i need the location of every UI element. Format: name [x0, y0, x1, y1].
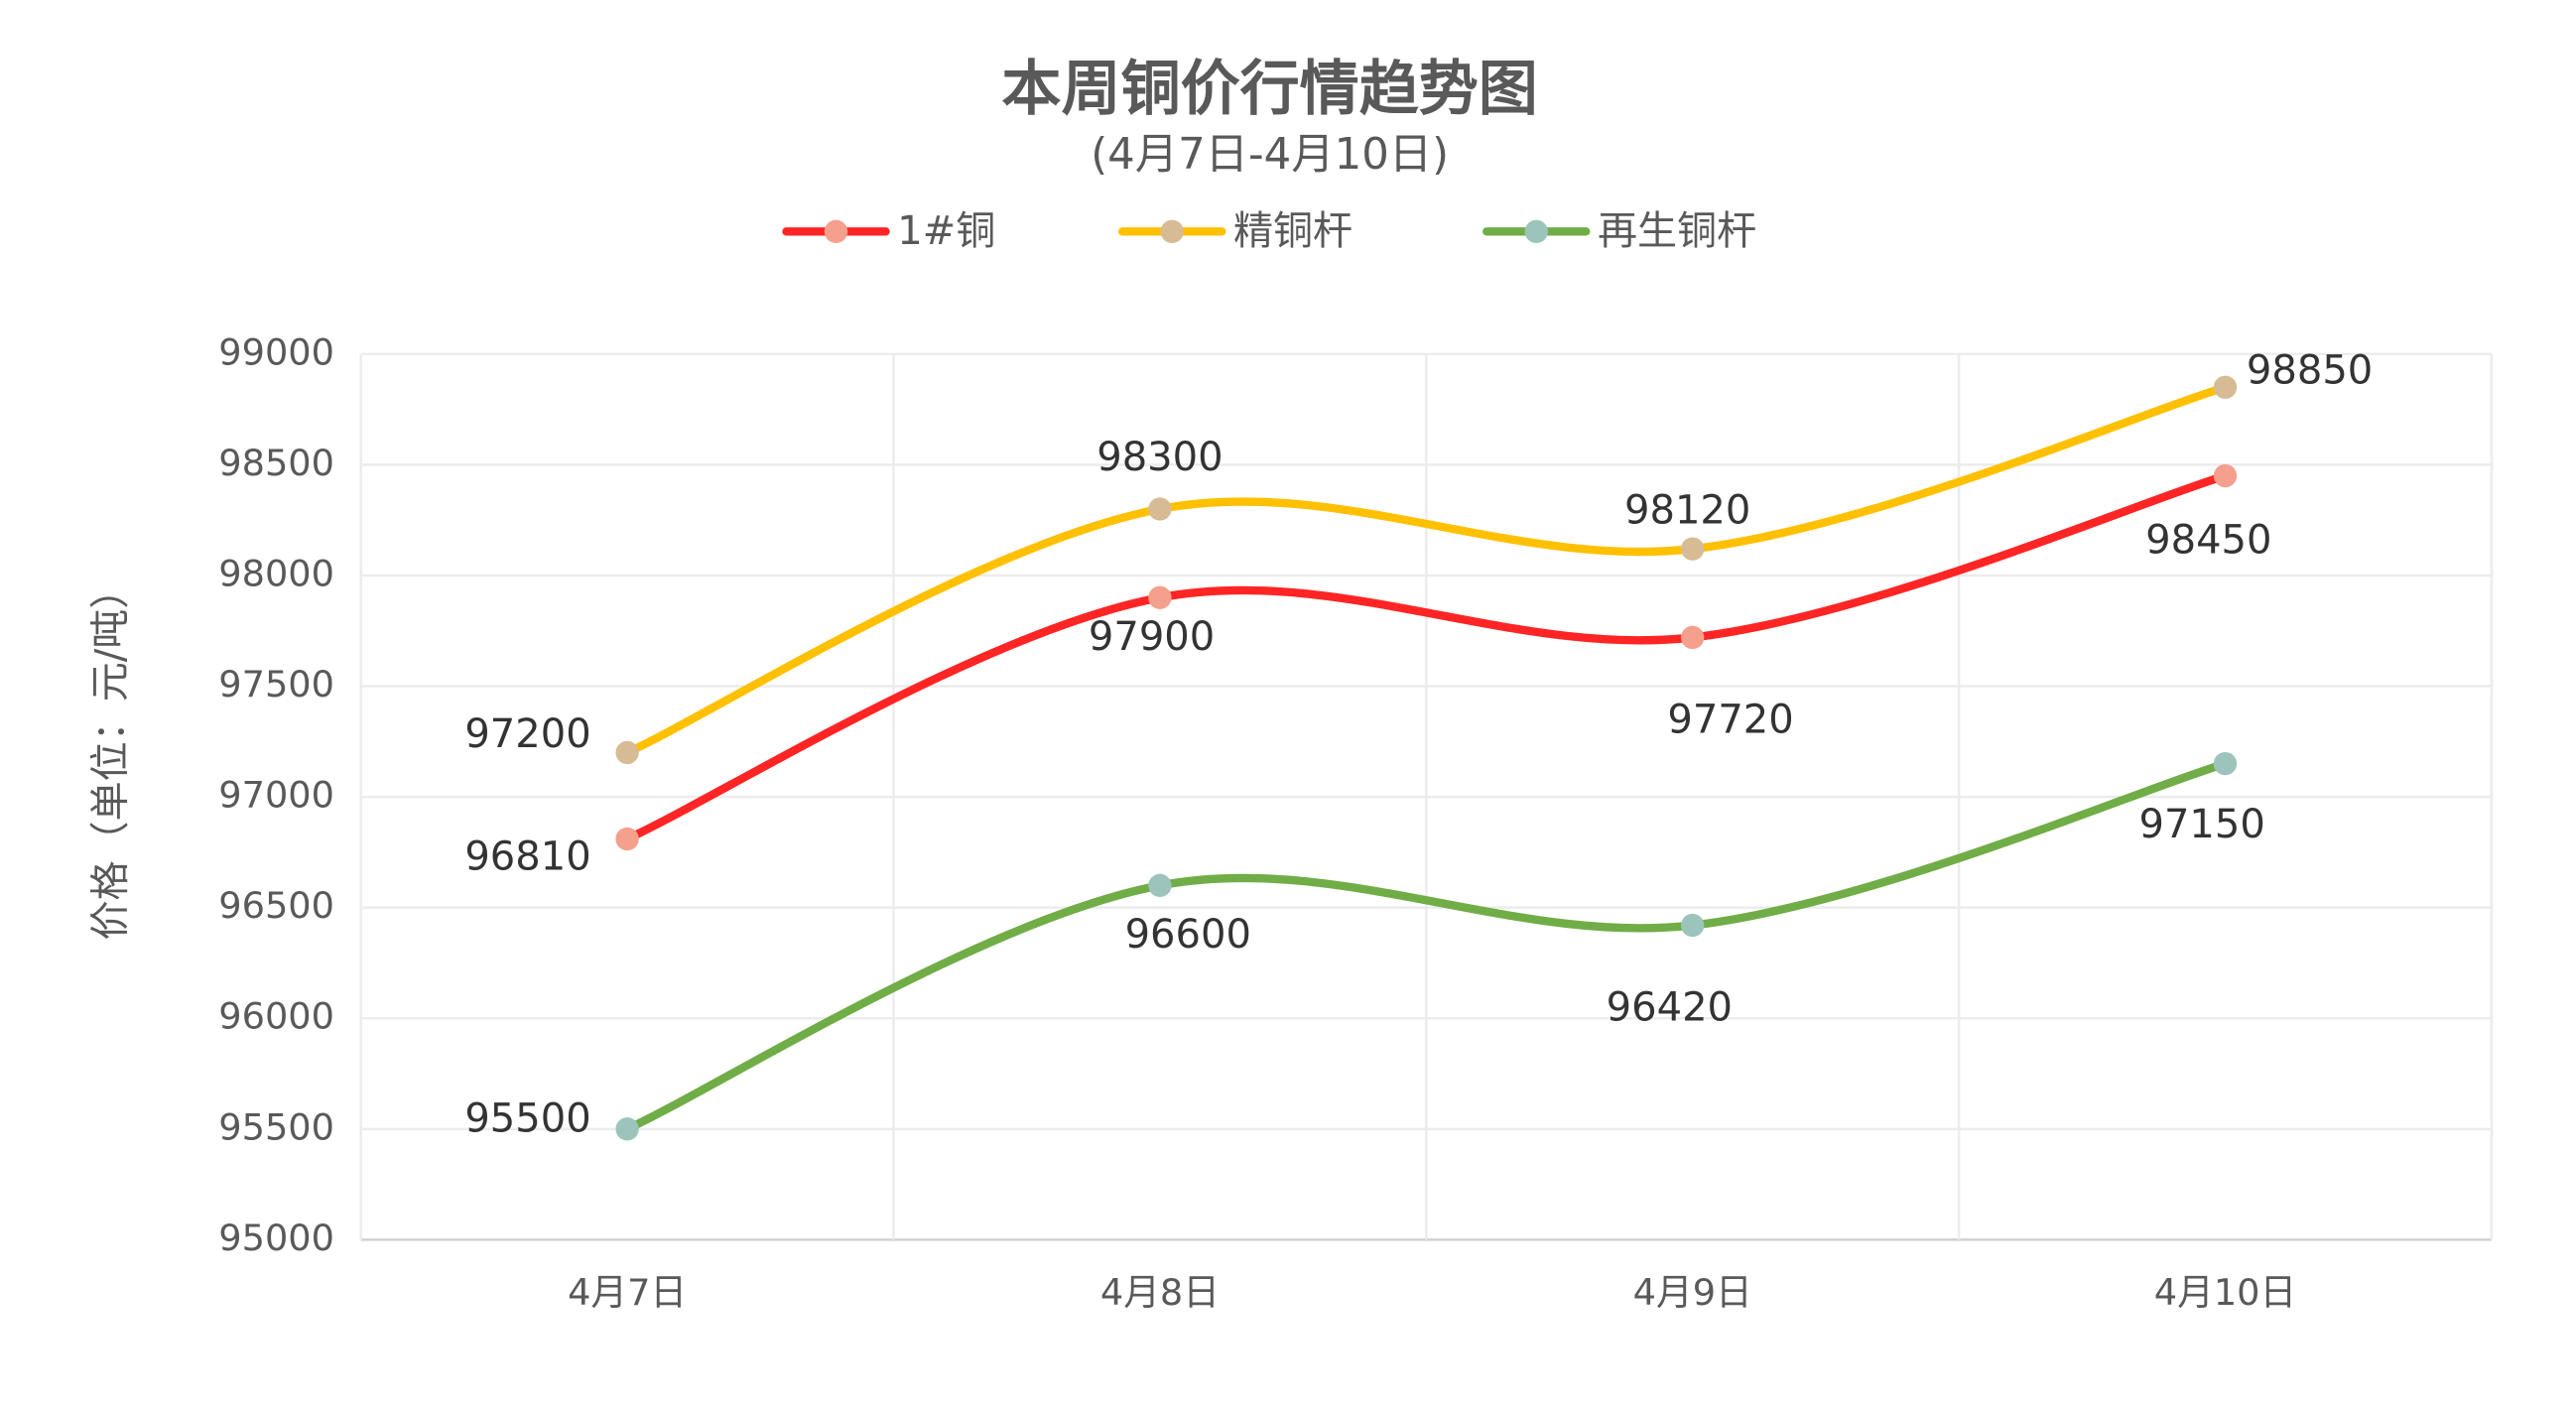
data-label: 95500	[464, 1095, 590, 1141]
series-line	[622, 759, 2230, 1133]
data-point	[615, 827, 639, 851]
data-label: 97200	[464, 711, 590, 757]
data-label: 97900	[1089, 614, 1215, 660]
chart-title: 本周铜价行情趋势图	[1001, 55, 1537, 124]
data-point	[2213, 751, 2238, 776]
data-label: 97720	[1667, 698, 1793, 743]
data-point	[1148, 585, 1172, 609]
data-point	[2213, 375, 2238, 399]
x-tick-label: 4月9日	[1633, 1271, 1752, 1314]
y-tick-label: 97500	[218, 663, 334, 705]
data-point	[1681, 913, 1705, 938]
y-tick-label: 95500	[218, 1105, 334, 1148]
data-point	[615, 1117, 639, 1141]
data-label: 98450	[2145, 517, 2271, 563]
legend-label: 精铜杆	[1233, 208, 1352, 254]
y-tick-label: 95000	[218, 1217, 334, 1259]
legend-marker	[824, 219, 848, 244]
y-tick-label: 97000	[218, 774, 334, 817]
data-label: 98300	[1096, 435, 1223, 480]
series-line	[622, 383, 2230, 757]
y-tick-label: 98000	[218, 552, 334, 594]
data-label: 96600	[1125, 912, 1251, 958]
data-point	[1681, 625, 1705, 650]
y-tick-label: 99000	[218, 330, 334, 373]
data-point	[1148, 497, 1172, 521]
data-label: 96420	[1607, 985, 1733, 1031]
data-point	[615, 740, 639, 765]
legend-label: 1#铜	[897, 208, 995, 254]
legend-marker	[1160, 219, 1184, 244]
x-tick-label: 4月10日	[2154, 1271, 2296, 1314]
y-tick-label: 96500	[218, 884, 334, 927]
data-label: 98120	[1624, 487, 1750, 533]
data-point	[1148, 873, 1172, 898]
chart-subtitle: (4月7日-4月10日)	[1091, 130, 1449, 180]
data-label: 96810	[464, 834, 590, 880]
data-label: 98850	[2247, 347, 2373, 393]
legend-label: 再生铜杆	[1598, 208, 1756, 254]
x-tick-label: 4月8日	[1100, 1271, 1220, 1314]
y-tick-label: 98500	[218, 442, 334, 484]
y-tick-label: 96000	[218, 995, 334, 1038]
legend-marker	[1524, 219, 1548, 244]
data-point	[2213, 463, 2238, 488]
data-label: 97150	[2138, 802, 2264, 847]
data-point	[1681, 537, 1705, 561]
y-axis-label: 价格（单位：元/吨）	[87, 570, 133, 941]
x-tick-label: 4月7日	[568, 1271, 687, 1314]
series-line	[622, 471, 2230, 843]
